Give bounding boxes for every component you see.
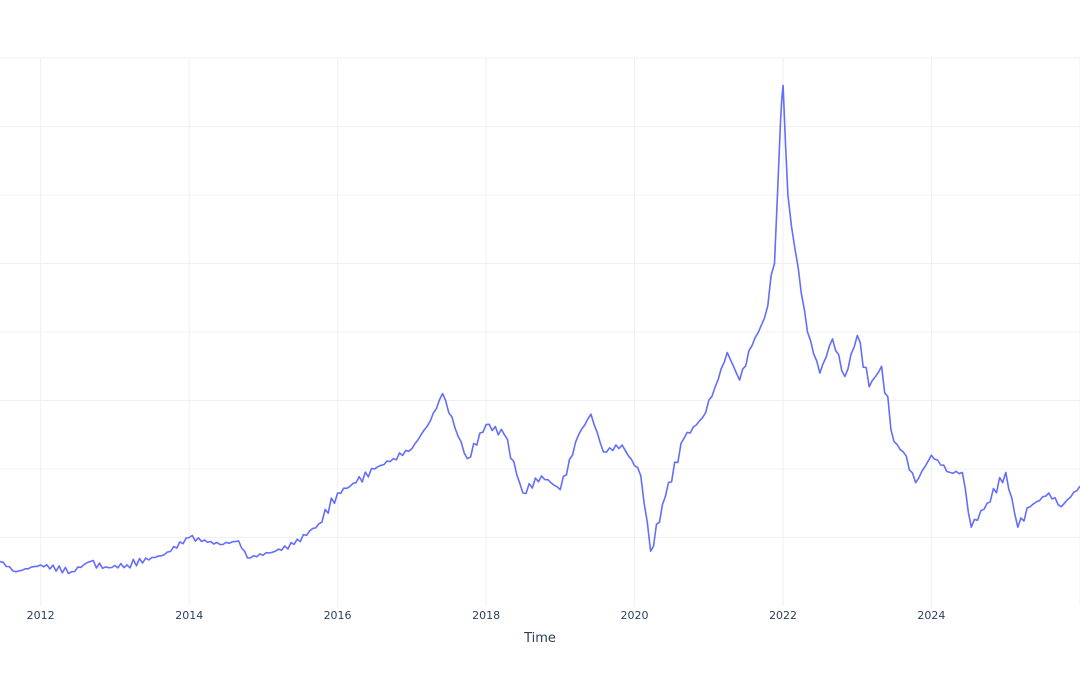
x-tick-label: 2024 (917, 609, 945, 622)
x-axis-ticks: 201220142016201820202022202420 (27, 609, 946, 622)
x-tick-label: 2012 (27, 609, 55, 622)
gridlines (0, 57, 1080, 606)
x-tick-label: 2020 (621, 609, 649, 622)
x-tick-label: 2022 (769, 609, 797, 622)
x-tick-label: 2014 (175, 609, 203, 622)
series-group (0, 84, 1080, 575)
x-axis-title: Time (523, 631, 556, 646)
series-line (0, 84, 1080, 575)
x-tick-label: 2018 (472, 609, 500, 622)
x-tick-label: 2016 (324, 609, 352, 622)
